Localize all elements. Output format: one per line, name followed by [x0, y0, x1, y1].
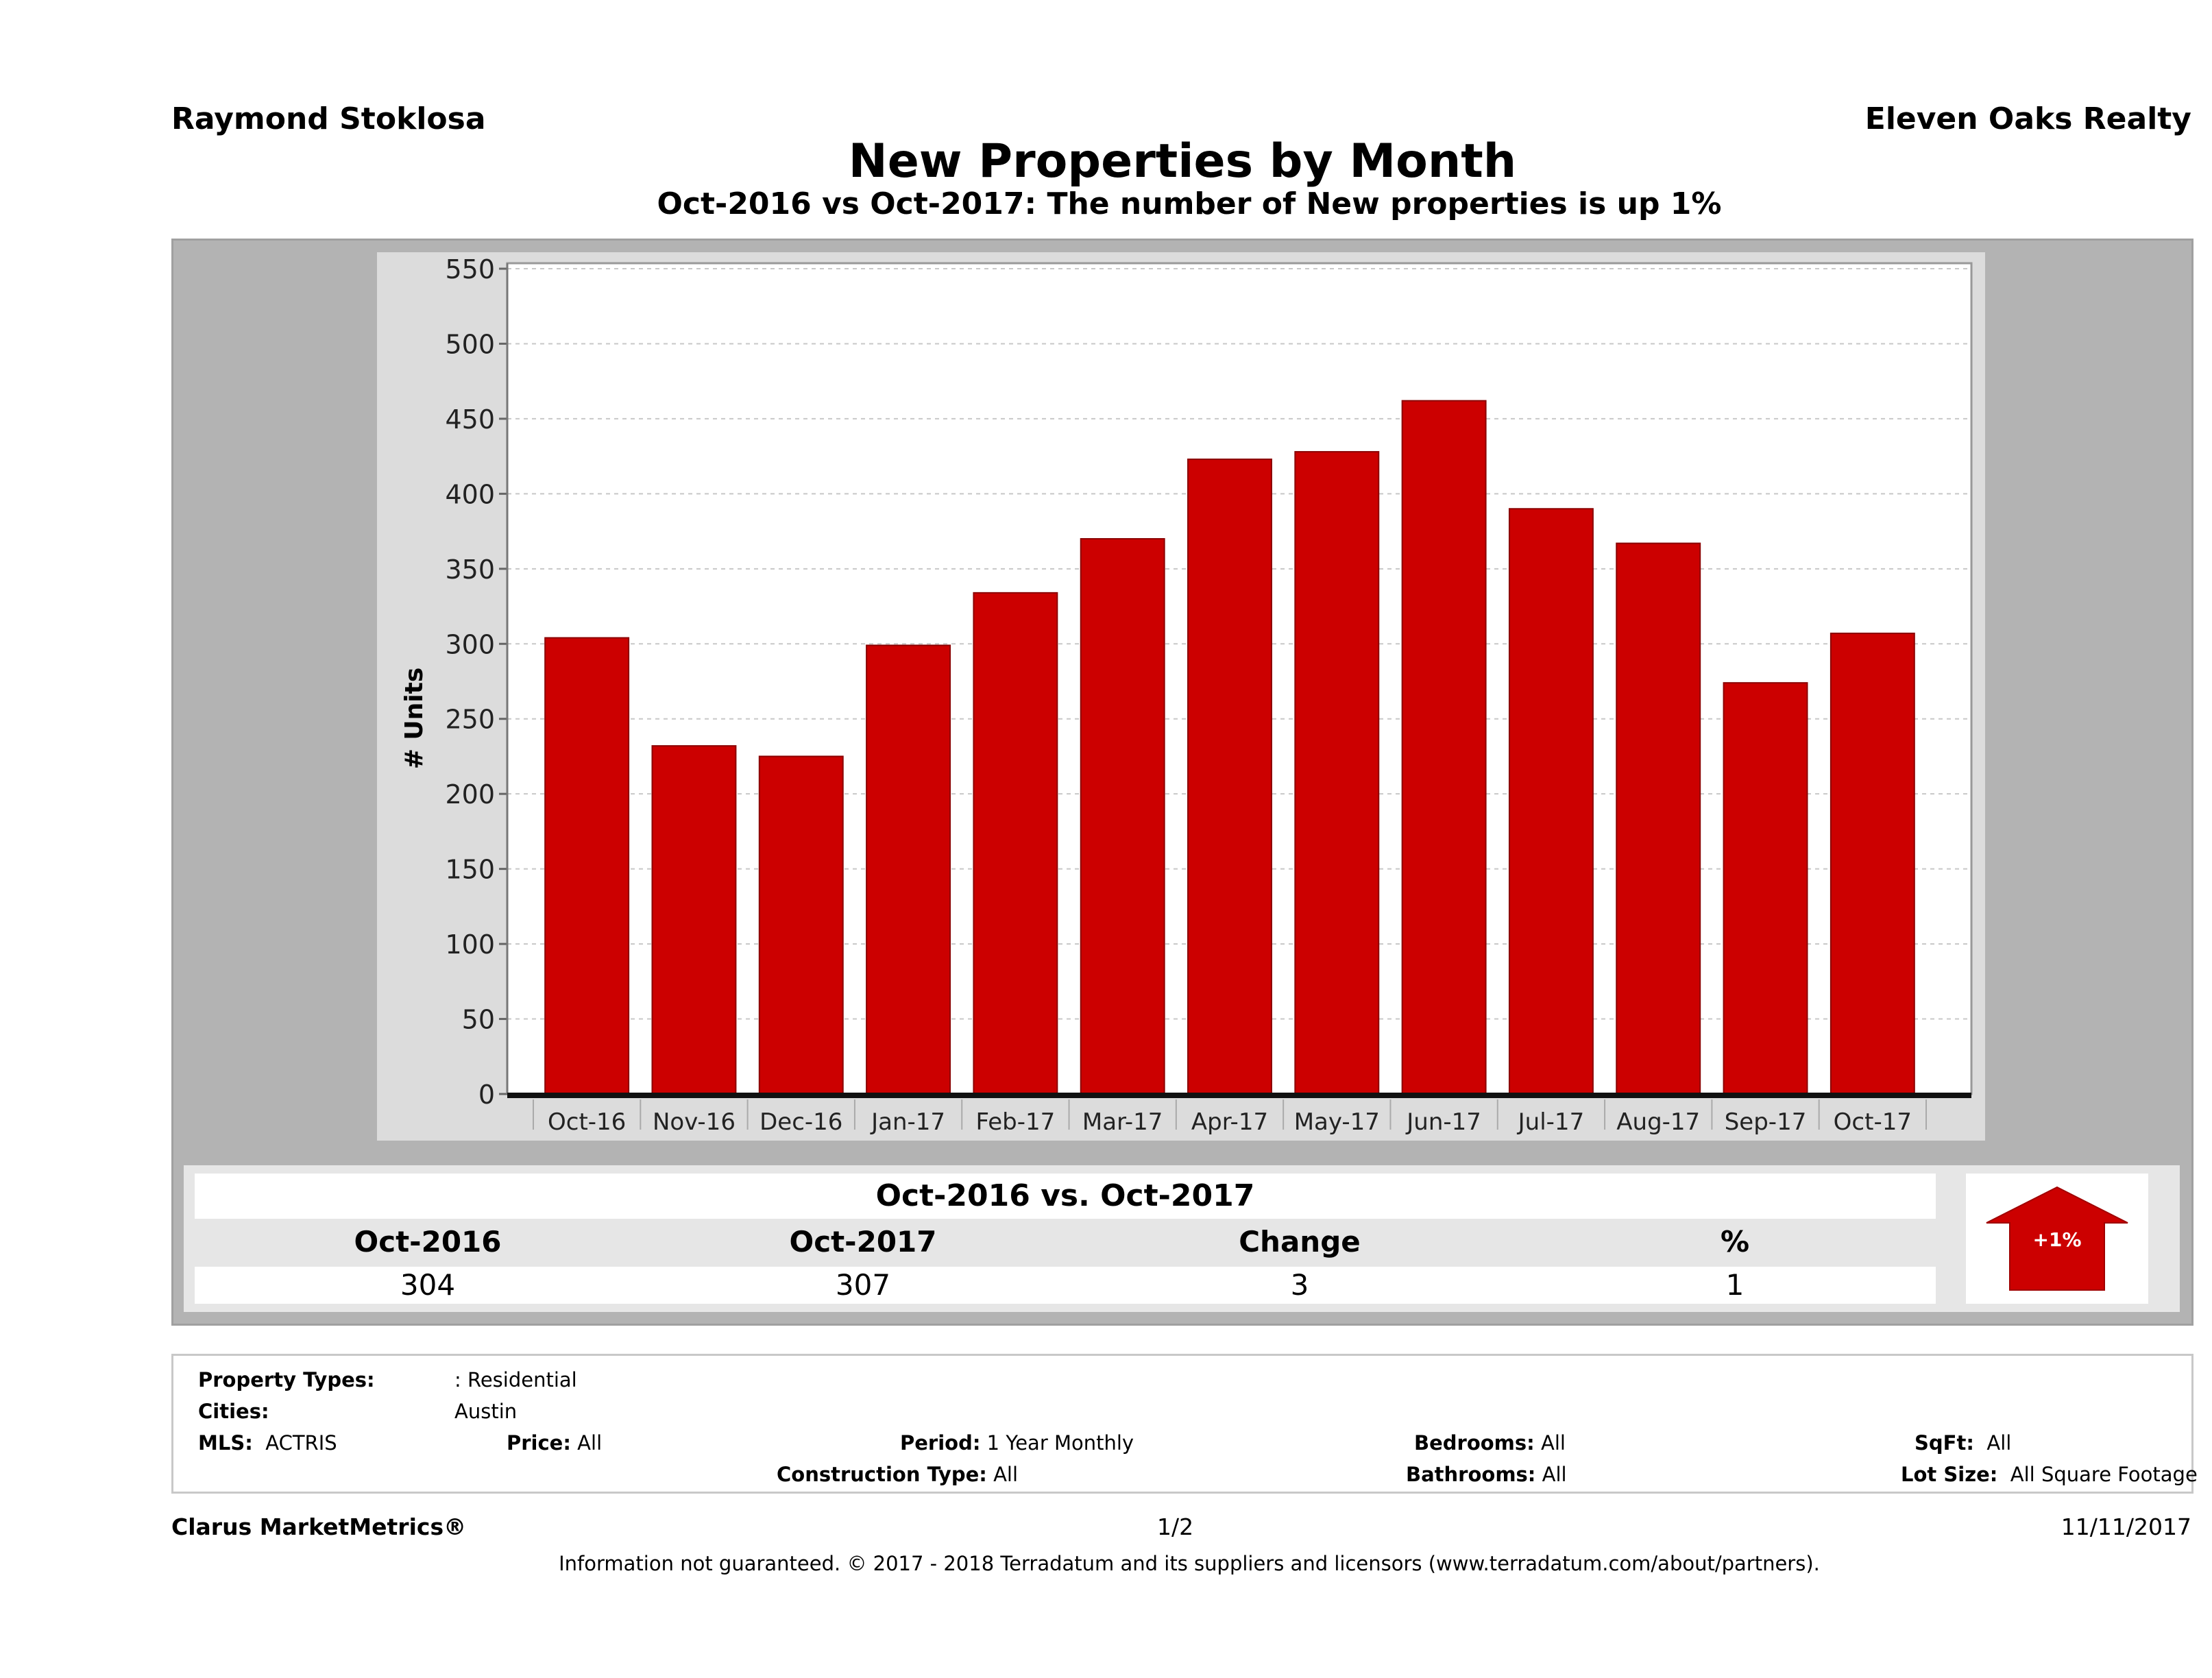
footer-brand: Clarus MarketMetrics® — [171, 1513, 467, 1540]
x-tick-label: Aug-17 — [1616, 1108, 1700, 1136]
criteria-cities: Cities: — [198, 1400, 269, 1423]
report-date: 11/11/2017 — [2061, 1513, 2191, 1540]
y-tick-label: 0 — [478, 1080, 495, 1110]
x-tick-label: Dec-16 — [759, 1108, 842, 1136]
value-percent: 1 — [1725, 1268, 1745, 1302]
bar-jun-17 — [1401, 400, 1487, 1095]
x-tick-label: Apr-17 — [1191, 1108, 1268, 1136]
bar-may-17 — [1294, 451, 1380, 1095]
bar-mar-17 — [1080, 538, 1165, 1095]
criteria-lot-size: Lot Size: All Square Footage — [1901, 1463, 2198, 1486]
criteria-property-types-value: : Residential — [454, 1368, 577, 1391]
y-tick-label: 450 — [445, 404, 495, 435]
value-oct-2017: 307 — [835, 1268, 891, 1302]
change-badge-label: +1% — [2032, 1228, 2082, 1251]
x-tick-label: Nov-16 — [653, 1108, 736, 1136]
x-tick-label: Sep-17 — [1725, 1108, 1807, 1136]
header-change: Change — [1239, 1225, 1361, 1258]
x-tick-label: Jan-17 — [870, 1108, 945, 1136]
x-tick-label: Mar-17 — [1082, 1108, 1163, 1136]
bar-aug-17 — [1616, 542, 1701, 1095]
header-oct-2017: Oct-2017 — [789, 1225, 937, 1258]
company-name: Eleven Oaks Realty — [1864, 101, 2191, 136]
bar-nov-16 — [651, 745, 737, 1095]
criteria-bedrooms: Bedrooms: All — [1414, 1431, 1566, 1455]
bar-feb-17 — [973, 592, 1058, 1095]
comparison-value-row: 304 307 3 1 — [195, 1267, 1936, 1304]
header-percent: % — [1720, 1225, 1750, 1258]
criteria-period: Period: 1 Year Monthly — [900, 1431, 1134, 1455]
x-tick-label: Feb-17 — [976, 1108, 1056, 1136]
x-tick-label: Jul-17 — [1517, 1108, 1585, 1136]
comparison-title: Oct-2016 vs. Oct-2017 — [195, 1174, 1936, 1219]
criteria-mls: MLS: ACTRIS — [198, 1431, 337, 1455]
change-badge: +1% — [1966, 1174, 2148, 1304]
criteria-price: Price: All — [507, 1431, 603, 1455]
chart-panel: 0 50 100 150 200 250 300 350 400 450 500 550 Oct-16 N… — [377, 252, 1985, 1141]
value-oct-2016: 304 — [400, 1268, 456, 1302]
criteria-cities-value: Austin — [454, 1400, 518, 1423]
criteria-construction-type: Construction Type: All — [777, 1463, 1019, 1486]
y-tick-label: 250 — [445, 705, 495, 735]
y-tick-label: 400 — [445, 479, 495, 509]
y-tick-label: 50 — [462, 1005, 495, 1035]
y-tick-label: 150 — [445, 855, 495, 885]
value-change: 3 — [1290, 1268, 1309, 1302]
x-tick-label: Jun-17 — [1405, 1108, 1481, 1136]
chart-title: New Properties by Month — [848, 134, 1517, 189]
bar-jul-17 — [1508, 508, 1594, 1095]
bar-oct-17 — [1830, 632, 1915, 1095]
chart-subtitle: Oct-2016 vs Oct-2017: The number of New … — [657, 186, 1722, 221]
bar-jan-17 — [866, 644, 951, 1095]
axes: 0 50 100 150 200 250 300 350 400 450 500 550 Oct-16 N… — [445, 254, 1971, 1136]
comparison-header-row: Oct-2016 Oct-2017 Change % — [195, 1220, 1936, 1261]
bar-sep-17 — [1723, 682, 1808, 1095]
criteria-bathrooms: Bathrooms: All — [1406, 1463, 1567, 1486]
y-tick-label: 550 — [445, 254, 495, 284]
bar-oct-16 — [544, 637, 630, 1095]
y-tick-label: 200 — [445, 779, 495, 810]
bar-chart: 0 50 100 150 200 250 300 350 400 450 500 550 Oct-16 N… — [400, 254, 1973, 1136]
y-axis-label: # Units — [400, 668, 428, 770]
y-tick-label: 500 — [445, 329, 495, 359]
bars — [544, 400, 1915, 1095]
y-tick-label: 300 — [445, 629, 495, 659]
criteria-property-types: Property Types: — [198, 1368, 375, 1391]
x-tick-label: May-17 — [1294, 1108, 1380, 1136]
up-arrow-icon — [1986, 1186, 2128, 1291]
x-tick-label: Oct-17 — [1834, 1108, 1912, 1136]
comparison-table: Oct-2016 vs. Oct-2017 Oct-2016 Oct-2017 … — [184, 1165, 2180, 1312]
bar-apr-17 — [1187, 459, 1272, 1095]
x-tick-label: Oct-16 — [548, 1108, 626, 1136]
page-number: 1/2 — [1157, 1513, 1194, 1540]
y-tick-label: 350 — [445, 555, 495, 585]
disclaimer: Information not guaranteed. © 2017 - 201… — [559, 1552, 1820, 1575]
y-tick-label: 100 — [445, 929, 495, 960]
search-criteria: Property Types: : Residential Cities: Au… — [171, 1354, 2198, 1494]
criteria-sqft: SqFt: All — [1915, 1431, 2012, 1455]
agent-name: Raymond Stoklosa — [171, 101, 486, 136]
bar-dec-16 — [758, 755, 844, 1095]
header-oct-2016: Oct-2016 — [354, 1225, 502, 1258]
